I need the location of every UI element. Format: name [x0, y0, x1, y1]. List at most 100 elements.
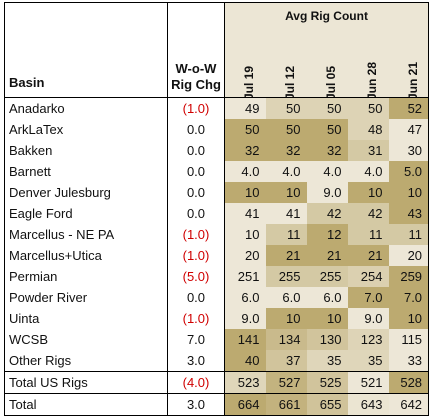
basin-name: Eagle Ford: [4, 203, 168, 224]
basin-name: Marcellus+Utica: [4, 245, 168, 266]
rig-count-cell: 141: [224, 329, 266, 350]
basin-row: Barnett 0.0 4.0 4.0 4.0 4.0 5.0: [4, 161, 430, 182]
rig-count-table: Avg Rig Count Basin W-o-W Rig Chg Jul 19 …: [4, 2, 430, 416]
rig-count-cell: 251: [224, 266, 266, 287]
basin-row: Marcellus+Utica (1.0) 20 21 21 21 20: [4, 245, 430, 266]
wow-change-value: 0.0: [167, 203, 225, 224]
basin-name: ArkLaTex: [4, 119, 168, 140]
basin-row: Anadarko (1.0) 49 50 50 50 52: [4, 97, 430, 119]
rig-count-cell: 11: [265, 224, 307, 245]
basin-row: Eagle Ford 0.0 41 41 42 42 43: [4, 203, 430, 224]
basin-name: Total US Rigs: [4, 371, 168, 394]
wow-change-value: 7.0: [167, 329, 225, 350]
rig-count-cell: 10: [388, 182, 430, 203]
wow-change-value: (1.0): [167, 224, 225, 245]
wow-change-value: 3.0: [167, 350, 225, 372]
wow-change-value: (5.0): [167, 266, 225, 287]
date-header-4: Jun 21: [388, 30, 430, 98]
rig-count-cell: 254: [347, 266, 389, 287]
rig-count-cell: 115: [388, 329, 430, 350]
date-label: Jul 19: [242, 65, 256, 98]
wow-change-value: 0.0: [167, 287, 225, 308]
header-blank-basin: [4, 2, 168, 30]
rig-count-cell: 10: [224, 182, 266, 203]
basin-name: Denver Julesburg: [4, 182, 168, 203]
rig-count-cell: 4.0: [265, 161, 307, 182]
rig-count-cell: 47: [388, 119, 430, 140]
rig-count-cell: 9.0: [224, 308, 266, 329]
rig-count-cell: 42: [347, 203, 389, 224]
rig-count-cell: 527: [265, 371, 307, 394]
rig-count-cell: 7.0: [347, 287, 389, 308]
basin-name: Permian: [4, 266, 168, 287]
date-label: Jun 21: [405, 61, 420, 98]
basin-column-header: Basin: [4, 30, 168, 98]
rig-count-cell: 35: [306, 350, 348, 372]
basin-row: ArkLaTex 0.0 50 50 50 48 47: [4, 119, 430, 140]
wow-change-value: (4.0): [167, 371, 225, 394]
basin-name: Bakken: [4, 140, 168, 161]
rig-count-cell: 134: [265, 329, 307, 350]
date-label: Jul 12: [282, 65, 297, 98]
rig-count-cell: 31: [347, 140, 389, 161]
rig-count-cell: 30: [388, 140, 430, 161]
rig-count-cell: 32: [265, 140, 307, 161]
basin-name: Other Rigs: [4, 350, 168, 372]
rig-count-report: { "header": { "basin": "Basin", "chg_lin…: [4, 2, 430, 416]
date-header-2: Jul 05: [306, 30, 348, 98]
header-row-top: Avg Rig Count: [4, 2, 430, 30]
rig-count-cell: 259: [388, 266, 430, 287]
rig-count-cell: 255: [265, 266, 307, 287]
date-header-1: Jul 12: [265, 30, 307, 98]
rig-count-cell: 9.0: [347, 308, 389, 329]
rig-count-cell: 20: [224, 245, 266, 266]
rig-count-cell: 40: [224, 350, 266, 372]
wow-change-value: 0.0: [167, 161, 225, 182]
rig-count-cell: 528: [388, 371, 430, 394]
rig-count-cell: 10: [265, 308, 307, 329]
rig-count-cell: 130: [306, 329, 348, 350]
rig-count-cell: 50: [265, 119, 307, 140]
wow-change-value: 0.0: [167, 182, 225, 203]
rig-count-cell: 48: [347, 119, 389, 140]
wow-change-value: (1.0): [167, 245, 225, 266]
rig-count-cell: 50: [306, 97, 348, 119]
wow-change-value: (1.0): [167, 308, 225, 329]
rig-count-cell: 7.0: [388, 287, 430, 308]
rig-count-cell: 37: [265, 350, 307, 372]
rig-count-cell: 35: [347, 350, 389, 372]
rig-count-cell: 41: [265, 203, 307, 224]
wow-change-value: 0.0: [167, 140, 225, 161]
wow-change-value: 0.0: [167, 119, 225, 140]
rig-count-cell: 9.0: [306, 182, 348, 203]
basin-row: Marcellus - NE PA (1.0) 10 11 12 11 11: [4, 224, 430, 245]
rig-count-cell: 5.0: [388, 161, 430, 182]
rig-count-cell: 525: [306, 371, 348, 394]
wow-change-column-header: W-o-W Rig Chg: [167, 30, 225, 98]
total-us-row: Total US Rigs (4.0) 523 527 525 521 528: [4, 371, 430, 394]
date-header-3: Jun 28: [347, 30, 389, 98]
avg-rig-count-header: Avg Rig Count: [223, 2, 430, 30]
date-label: Jul 05: [323, 65, 338, 98]
rig-count-cell: 49: [224, 97, 266, 119]
basin-row: Denver Julesburg 0.0 10 10 9.0 10 10: [4, 182, 430, 203]
basin-name: Anadarko: [4, 97, 168, 119]
basin-name: Barnett: [4, 161, 168, 182]
rig-count-cell: 50: [265, 97, 307, 119]
rig-count-cell: 523: [224, 371, 266, 394]
rig-count-cell: 10: [224, 224, 266, 245]
wow-change-header-line1: W-o-W: [175, 61, 217, 76]
rig-count-cell: 21: [306, 245, 348, 266]
rig-count-cell: 33: [388, 350, 430, 372]
rig-count-cell: 21: [347, 245, 389, 266]
rig-count-cell: 10: [388, 308, 430, 329]
rig-count-cell: 4.0: [224, 161, 266, 182]
rig-count-cell: 6.0: [224, 287, 266, 308]
rig-count-cell: 4.0: [347, 161, 389, 182]
rig-count-cell: 521: [347, 371, 389, 394]
rig-count-cell: 6.0: [265, 287, 307, 308]
rig-count-cell: 10: [347, 182, 389, 203]
rig-count-cell: 32: [224, 140, 266, 161]
basin-name: Marcellus - NE PA: [4, 224, 168, 245]
rig-count-cell: 11: [347, 224, 389, 245]
